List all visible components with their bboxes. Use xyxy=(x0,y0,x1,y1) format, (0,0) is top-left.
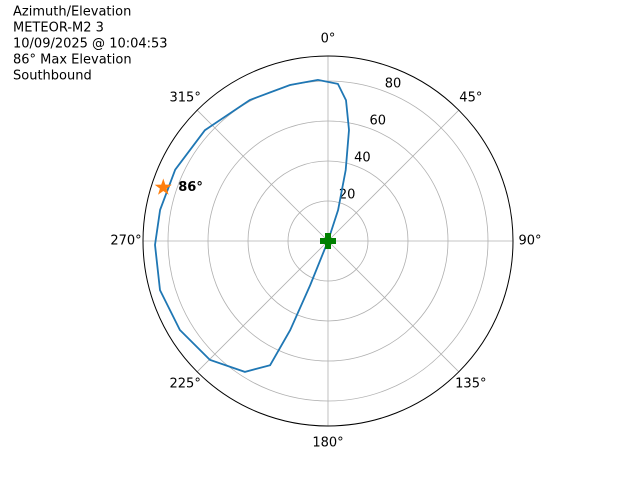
annotation: Azimuth/Elevation xyxy=(13,5,131,20)
r-tick-label: 40 xyxy=(354,150,371,165)
marker-plus xyxy=(320,233,336,249)
r-tick-label: 20 xyxy=(339,187,356,202)
grid-spoke xyxy=(327,109,460,242)
theta-tick-label: 90° xyxy=(518,234,541,249)
annotation: 86° Max Elevation xyxy=(13,53,132,68)
theta-tick-label: 225° xyxy=(170,376,201,391)
marker-star xyxy=(154,178,172,195)
theta-tick-label: 180° xyxy=(312,436,343,451)
annotation: Southbound xyxy=(13,69,92,84)
theta-tick-label: 45° xyxy=(459,91,482,106)
grid-spoke xyxy=(196,240,329,373)
outer-frame xyxy=(142,55,514,427)
track-line xyxy=(154,78,350,373)
r-tick-label: 80 xyxy=(385,76,402,91)
marker-label: 86° xyxy=(178,180,203,195)
grid-spoke xyxy=(327,240,460,373)
theta-tick-label: 0° xyxy=(321,32,336,47)
grid-spoke xyxy=(196,109,329,242)
theta-tick-label: 135° xyxy=(455,376,486,391)
theta-tick-label: 270° xyxy=(110,234,141,249)
r-tick-label: 60 xyxy=(369,113,386,128)
theta-tick-label: 315° xyxy=(170,91,201,106)
annotation: METEOR-M2 3 xyxy=(13,21,104,36)
annotation: 10/09/2025 @ 10:04:53 xyxy=(13,37,168,52)
